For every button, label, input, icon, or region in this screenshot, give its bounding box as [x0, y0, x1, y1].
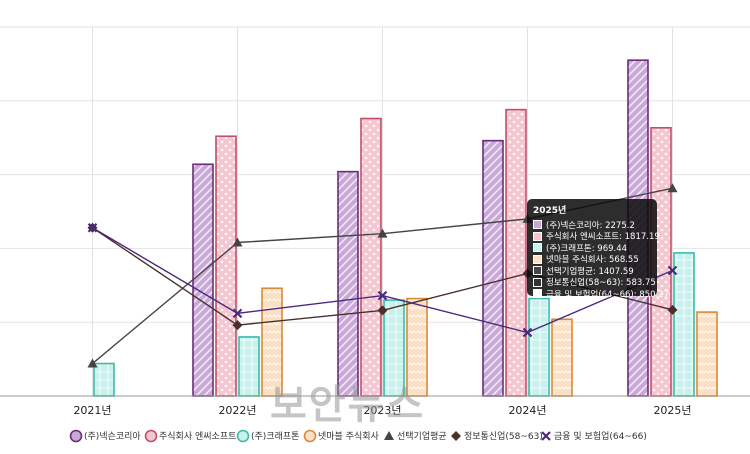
tooltip-row: 넷마블 주식회사: 568.55 [533, 254, 651, 266]
tooltip-row-text: 주식회사 엔씨소프트: 1817.19 [546, 232, 660, 243]
bar-3-3[interactable] [551, 318, 573, 397]
bar-2-0[interactable] [93, 362, 115, 397]
tooltip-row-text: (주)크래프톤: 969.44 [546, 243, 628, 254]
watermark: 보안뉴스 [270, 382, 426, 428]
bar-3-4[interactable] [696, 311, 718, 397]
point-4-0[interactable] [87, 358, 98, 368]
bar-2-3[interactable] [528, 297, 550, 397]
legend-label: 선택기업평균 [397, 431, 447, 442]
bar-1-1[interactable] [215, 135, 237, 397]
tooltip-rows: (주)넥슨코리아: 2275.2 주식회사 엔씨소프트: 1817.19 (주)크래… [533, 219, 669, 300]
bar-2-4[interactable] [673, 252, 695, 397]
tooltip-swatch [533, 231, 542, 241]
tooltip-row-text: 넷마블 주식회사: 568.55 [546, 255, 639, 266]
tooltip-row-text: 선택기업평균: 1407.59 [546, 266, 634, 277]
legend-item-4[interactable]: 선택기업평균 [384, 431, 447, 442]
point-6-1[interactable] [232, 308, 243, 319]
tooltip-row-text: 금융 및 보험업(64~66): 850.27 [546, 289, 670, 300]
x-tick-label: 2022년 [218, 404, 256, 417]
legend-label: 금융 및 보험업(64~66) [554, 430, 647, 442]
legend-swatch [303, 429, 317, 443]
bar-0-1[interactable] [192, 163, 214, 397]
tooltip-row: 정보통신업(58~63): 583.75 [533, 277, 656, 288]
x-axis: 2021년 2022년 2023년 2024년 2025년 [0, 395, 750, 417]
tooltip-swatch [533, 243, 542, 253]
legend-item-6[interactable]: 금융 및 보험업(64~66) [541, 430, 647, 442]
point-6-3[interactable] [522, 327, 533, 338]
legend-label: 정보통신업(58~63) [464, 431, 543, 442]
tooltip-row-text: 정보통신업(58~63): 583.75 [546, 278, 656, 289]
legend-item-3[interactable]: 넷마블 주식회사 [303, 429, 380, 443]
point-5-1[interactable] [232, 320, 243, 331]
legend: (주)넥슨코리아 주식회사 엔씨소프트 (주)크래프톤 넷마블 주식회사 선택기업평균 정… [69, 429, 647, 443]
legend-item-0[interactable]: (주)넥슨코리아 [69, 429, 142, 443]
legend-label: 주식회사 엔씨소프트 [159, 431, 236, 442]
legend-swatch [236, 429, 250, 443]
bar-1-3[interactable] [505, 108, 527, 397]
point-6-4[interactable] [667, 265, 678, 276]
point-4-2[interactable] [377, 228, 388, 238]
tooltip-swatch [533, 220, 542, 230]
tooltip-swatch [533, 277, 542, 287]
legend-label: (주)크래프톤 [251, 431, 299, 442]
tooltip-title: 2025년 [533, 206, 567, 216]
point-4-1[interactable] [232, 237, 243, 247]
tooltip-swatch [533, 266, 542, 276]
x-tick-label: 2025년 [653, 404, 691, 417]
legend-marker[interactable] [541, 431, 551, 441]
bar-2-1[interactable] [238, 336, 260, 397]
tooltip-swatch [533, 254, 542, 264]
legend-item-1[interactable]: 주식회사 엔씨소프트 [144, 429, 237, 443]
tooltip-row-text: (주)넥슨코리아: 2275.2 [546, 220, 635, 231]
legend-marker[interactable] [451, 431, 461, 441]
tooltip-swatch [533, 289, 542, 299]
x-tick-label: 2023년 [363, 404, 401, 417]
point-5-2[interactable] [377, 305, 388, 316]
point-6-0[interactable] [87, 222, 98, 233]
grid [0, 26, 750, 397]
x-tick-label: 2021년 [73, 404, 111, 417]
bar-0-3[interactable] [482, 139, 504, 397]
legend-label: (주)넥슨코리아 [84, 431, 141, 442]
tooltip-row: 선택기업평균: 1407.59 [533, 265, 651, 277]
legend-item-5[interactable]: 정보통신업(58~63) [451, 431, 543, 442]
legend-label: 넷마블 주식회사 [318, 431, 380, 442]
bar-1-2[interactable] [360, 117, 382, 397]
legend-swatch [69, 429, 83, 443]
tooltip-row: 금융 및 보험업(64~66): 850.27 [533, 288, 669, 300]
point-6-2[interactable] [377, 290, 388, 301]
point-5-4[interactable] [667, 304, 678, 315]
legend-marker[interactable] [384, 431, 394, 440]
tooltip-row: (주)크래프톤: 969.44 [533, 242, 651, 254]
point-4-4[interactable] [667, 183, 678, 193]
x-tick-label: 2024년 [508, 404, 546, 417]
legend-item-2[interactable]: (주)크래프톤 [236, 429, 300, 443]
bar-0-2[interactable] [337, 170, 359, 397]
tooltip: 2025년 (주)넥슨코리아: 2275.2 주식회사 엔씨소프트: 1817.1… [527, 199, 669, 300]
tooltip-row: (주)넥슨코리아: 2275.2 [533, 219, 651, 231]
tooltip-row: 주식회사 엔씨소프트: 1817.19 [533, 231, 660, 242]
legend-swatch [144, 429, 158, 443]
